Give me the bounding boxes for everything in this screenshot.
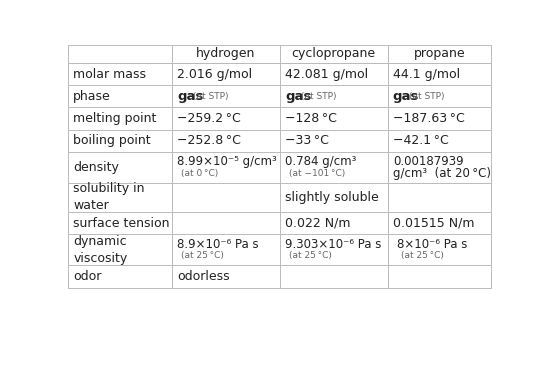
Text: gas: gas bbox=[393, 90, 419, 103]
Text: odorless: odorless bbox=[177, 270, 230, 283]
Text: 0.784 g/cm³: 0.784 g/cm³ bbox=[285, 155, 357, 168]
Text: molar mass: molar mass bbox=[73, 68, 146, 81]
Text: phase: phase bbox=[73, 90, 111, 103]
Text: −187.63 °C: −187.63 °C bbox=[393, 112, 465, 125]
Text: (at STP): (at STP) bbox=[193, 92, 229, 101]
Text: 44.1 g/mol: 44.1 g/mol bbox=[393, 68, 460, 81]
Text: gas: gas bbox=[177, 90, 203, 103]
Text: solubility in
water: solubility in water bbox=[73, 183, 145, 213]
Text: surface tension: surface tension bbox=[73, 216, 170, 229]
Text: (at 25 °C): (at 25 °C) bbox=[289, 251, 332, 260]
Text: (at 0 °C): (at 0 °C) bbox=[181, 168, 218, 177]
Text: hydrogen: hydrogen bbox=[196, 48, 256, 60]
Text: 8.9×10⁻⁶ Pa s: 8.9×10⁻⁶ Pa s bbox=[177, 238, 259, 250]
Text: 0.01515 N/m: 0.01515 N/m bbox=[393, 216, 474, 229]
Text: slightly soluble: slightly soluble bbox=[285, 191, 379, 204]
Text: propane: propane bbox=[414, 48, 465, 60]
Text: 0.00187939: 0.00187939 bbox=[393, 155, 464, 168]
Text: (at 25 °C): (at 25 °C) bbox=[181, 251, 224, 260]
Text: gas: gas bbox=[285, 90, 311, 103]
Text: dynamic
viscosity: dynamic viscosity bbox=[73, 235, 128, 265]
Text: (at 25 °C): (at 25 °C) bbox=[401, 251, 444, 260]
Text: 0.022 N/m: 0.022 N/m bbox=[285, 216, 351, 229]
Text: density: density bbox=[73, 161, 119, 174]
Text: 9.303×10⁻⁶ Pa s: 9.303×10⁻⁶ Pa s bbox=[285, 238, 381, 250]
Text: (at STP): (at STP) bbox=[301, 92, 336, 101]
Text: −259.2 °C: −259.2 °C bbox=[177, 112, 241, 125]
Text: −252.8 °C: −252.8 °C bbox=[177, 134, 241, 147]
Text: (at STP): (at STP) bbox=[409, 92, 444, 101]
Text: melting point: melting point bbox=[73, 112, 157, 125]
Text: 8×10⁻⁶ Pa s: 8×10⁻⁶ Pa s bbox=[397, 238, 467, 250]
Text: 8.99×10⁻⁵ g/cm³: 8.99×10⁻⁵ g/cm³ bbox=[177, 155, 277, 168]
Text: cyclopropane: cyclopropane bbox=[292, 48, 376, 60]
Text: −128 °C: −128 °C bbox=[285, 112, 337, 125]
Text: 2.016 g/mol: 2.016 g/mol bbox=[177, 68, 252, 81]
Text: 42.081 g/mol: 42.081 g/mol bbox=[285, 68, 368, 81]
Text: odor: odor bbox=[73, 270, 102, 283]
Text: −42.1 °C: −42.1 °C bbox=[393, 134, 449, 147]
Text: boiling point: boiling point bbox=[73, 134, 151, 147]
Text: (at −101 °C): (at −101 °C) bbox=[289, 168, 346, 177]
Text: g/cm³  (at 20 °C): g/cm³ (at 20 °C) bbox=[393, 166, 491, 180]
Text: −33 °C: −33 °C bbox=[285, 134, 329, 147]
